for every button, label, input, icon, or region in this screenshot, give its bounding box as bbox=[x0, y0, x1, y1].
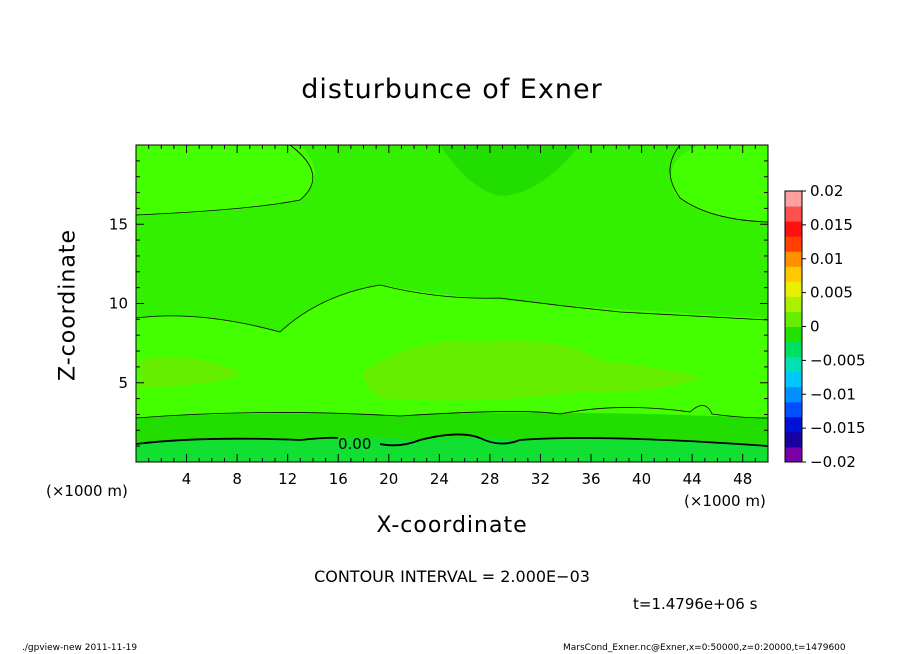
colorbar-segment bbox=[785, 311, 802, 327]
colorbar-tick-label: −0.005 bbox=[810, 351, 866, 369]
contour-line bbox=[135, 405, 769, 419]
contour-line bbox=[135, 144, 314, 216]
colorbar-segment bbox=[785, 221, 802, 237]
footer-left: ./gpview-new 2011-11-19 bbox=[22, 643, 138, 653]
plot-area: 0.00 bbox=[135, 144, 769, 462]
chart-title: disturbunce of Exner bbox=[301, 74, 603, 105]
x-tick-label: 28 bbox=[480, 470, 499, 488]
colorbar-tick-label: −0.02 bbox=[810, 453, 856, 471]
colorbar-segment bbox=[785, 401, 802, 418]
x-tick-label: 32 bbox=[531, 470, 550, 488]
colorbar-segment bbox=[785, 326, 802, 343]
contour-label: 0.00 bbox=[338, 435, 371, 453]
colorbar-tick-label: −0.01 bbox=[810, 385, 856, 403]
colorbar-segment bbox=[785, 446, 802, 463]
y-tick-label: 10 bbox=[109, 295, 128, 313]
x-tick-label: 12 bbox=[278, 470, 297, 488]
x-tick-label: 8 bbox=[232, 470, 242, 488]
region-top-left bbox=[136, 145, 315, 215]
colorbar-segment bbox=[785, 251, 802, 267]
x-axis-label: X-coordinate bbox=[376, 513, 528, 538]
contour-line bbox=[135, 436, 339, 445]
y-tick-label: 5 bbox=[118, 374, 128, 392]
colorbar-segment bbox=[785, 206, 802, 222]
contour-line bbox=[669, 144, 769, 223]
x-tick-label: 48 bbox=[733, 470, 752, 488]
x-tick-label: 4 bbox=[182, 470, 192, 488]
colorbar-segment bbox=[785, 386, 802, 403]
colorbar-segment bbox=[785, 416, 802, 433]
colorbar-tick-label: 0.005 bbox=[810, 284, 853, 302]
contour-line bbox=[135, 284, 769, 333]
colorbar-tick-label: 0.02 bbox=[810, 182, 843, 200]
colorbar-segment bbox=[785, 191, 802, 207]
colorbar-segment bbox=[785, 296, 802, 312]
y-tick-label: 15 bbox=[109, 215, 128, 233]
colorbar: 0.02 0.015 0.01 0.005 0 −0.005 −0.01 −0.015 −0.0… bbox=[784, 182, 866, 471]
x-tick-label: 36 bbox=[581, 470, 600, 488]
colorbar-segment bbox=[785, 356, 802, 373]
colorbar-segment bbox=[785, 341, 802, 358]
region-top-right bbox=[670, 145, 768, 222]
region-top-center bbox=[440, 145, 580, 196]
contour-interval: CONTOUR INTERVAL = 2.000E−03 bbox=[314, 567, 590, 586]
region-yg-left bbox=[140, 356, 240, 388]
colorbar-tick-label: 0 bbox=[810, 318, 820, 336]
region-yg-center bbox=[364, 340, 700, 401]
x-tick-label: 44 bbox=[683, 470, 702, 488]
colorbar-segment bbox=[785, 281, 802, 297]
region-lowest bbox=[136, 437, 768, 462]
x-unit-label-right: (×1000 m) bbox=[684, 492, 766, 510]
contour-line bbox=[379, 433, 769, 447]
x-unit-label-left: (×1000 m) bbox=[46, 482, 128, 500]
y-axis-label: Z-coordinate bbox=[55, 229, 81, 381]
colorbar-tick-label: 0.015 bbox=[810, 216, 853, 234]
colorbar-segment bbox=[785, 371, 802, 388]
colorbar-segment bbox=[785, 236, 802, 252]
x-tick-label: 24 bbox=[430, 470, 449, 488]
colorbar-tick-label: −0.015 bbox=[810, 419, 866, 437]
x-tick-label: 16 bbox=[329, 470, 348, 488]
x-tick-label: 40 bbox=[632, 470, 651, 488]
colorbar-segment bbox=[785, 431, 802, 448]
footer-right: MarsCond_Exner.nc@Exner,x=0:50000,z=0:20… bbox=[563, 643, 846, 653]
time-label: t=1.4796e+06 s bbox=[633, 595, 758, 613]
colorbar-segment bbox=[785, 266, 802, 282]
x-tick-label: 20 bbox=[379, 470, 398, 488]
colorbar-tick-label: 0.01 bbox=[810, 250, 843, 268]
